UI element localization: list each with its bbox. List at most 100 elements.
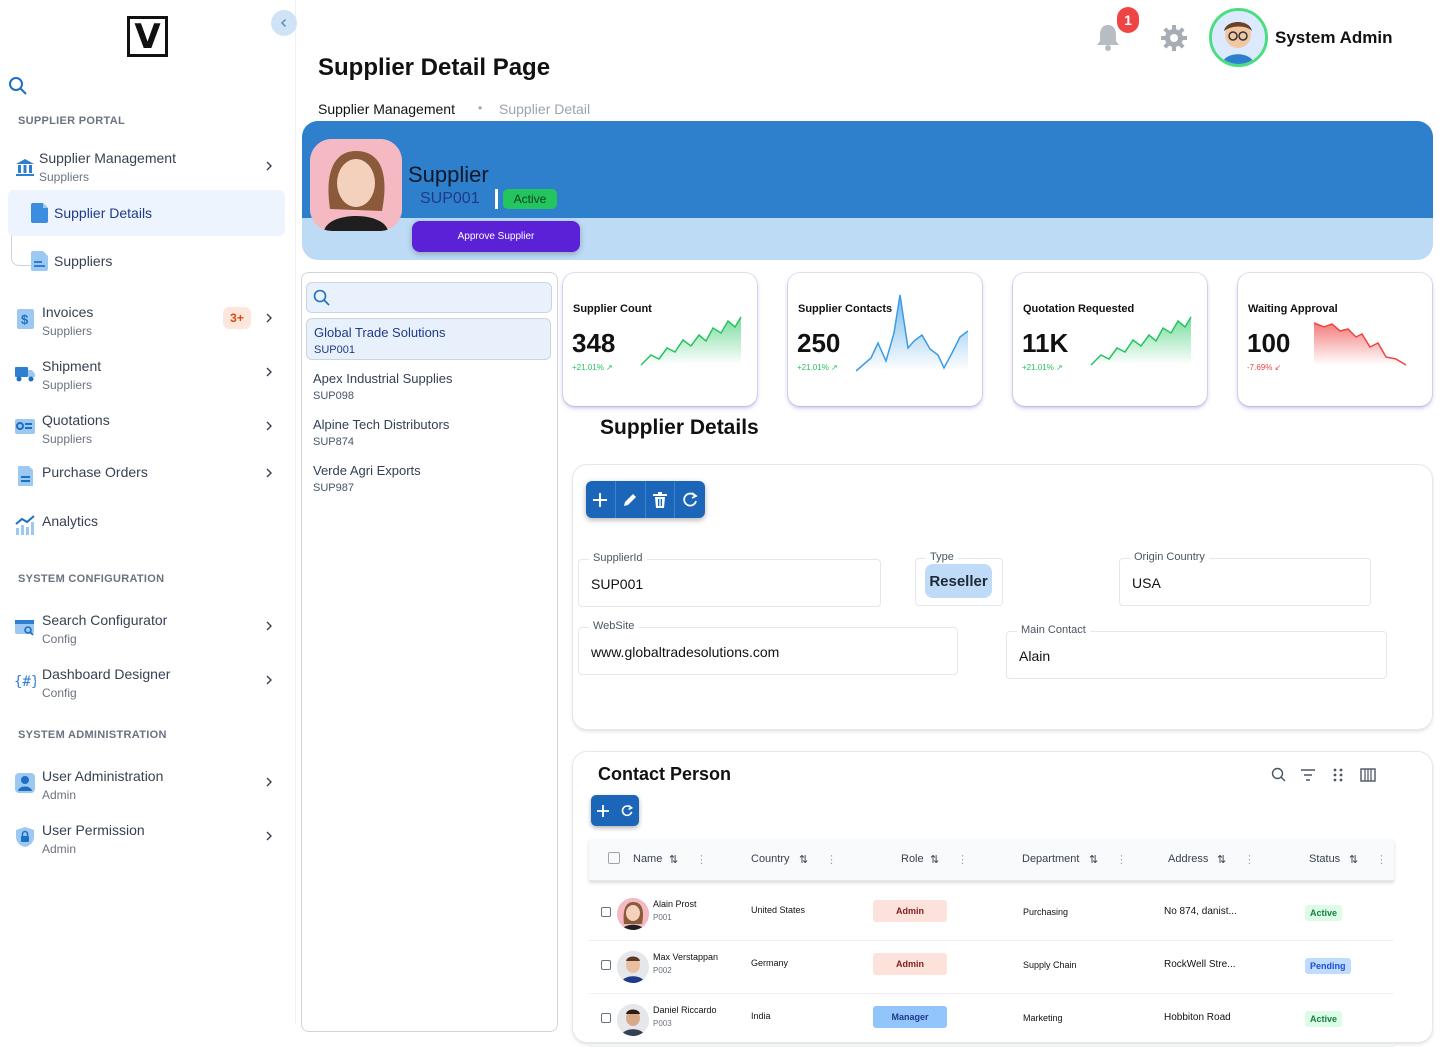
sidebar-item-suppliers[interactable]: Suppliers (8, 238, 285, 284)
column-header-name[interactable]: Name (633, 853, 663, 865)
sidebar-search-button[interactable] (8, 76, 28, 101)
row-checkbox[interactable] (601, 960, 611, 970)
person-avatar-icon (617, 1004, 649, 1036)
sidebar-item-purchase-orders[interactable]: Purchase Orders (12, 455, 284, 499)
supplier-list-item[interactable]: Verde Agri Exports SUP987 (306, 457, 551, 499)
refresh-button[interactable] (675, 481, 705, 518)
document-lines-icon (31, 251, 48, 271)
sort-icon[interactable]: ⇅ (669, 854, 679, 866)
sidebar-item-supplier-details[interactable]: Supplier Details (8, 190, 285, 236)
column-menu-icon[interactable]: ⋮ (826, 854, 837, 866)
search-icon (313, 289, 330, 306)
filter-icon[interactable] (1300, 767, 1316, 783)
sidebar-item-user-administration[interactable]: User Administration Admin (12, 762, 284, 806)
contact-country: United States (751, 905, 806, 915)
field-value: SUP001 (591, 576, 644, 592)
row-checkbox[interactable] (601, 907, 611, 917)
sidebar-item-label: User Administration (42, 768, 164, 784)
sidebar-collapse-button[interactable] (271, 10, 297, 36)
supplier-name: Apex Industrial Supplies (313, 371, 453, 386)
add-contact-button[interactable] (591, 795, 615, 826)
column-header-address[interactable]: Address (1168, 853, 1209, 865)
supplier-id-field[interactable]: SupplierId SUP001 (578, 552, 881, 607)
column-header-country[interactable]: Country (751, 853, 790, 865)
table-row[interactable]: Daniel Riccardo P003 India Manager Marke… (589, 994, 1394, 1047)
sort-icon[interactable]: ⇅ (1349, 854, 1359, 866)
sort-icon[interactable]: ⇅ (930, 854, 940, 866)
app-logo[interactable]: V (127, 16, 168, 57)
supplier-list-item[interactable]: Apex Industrial Supplies SUP098 (306, 365, 551, 407)
field-label: Origin Country (1130, 551, 1209, 563)
supplier-list-item[interactable]: Alpine Tech Distributors SUP874 (306, 411, 551, 453)
type-chip[interactable]: Reseller (925, 564, 992, 598)
sidebar-item-sublabel: Admin (42, 788, 77, 802)
delete-button[interactable] (646, 481, 676, 518)
column-header-status[interactable]: Status (1309, 853, 1341, 865)
main-contact-field[interactable]: Main Contact Alain (1006, 624, 1387, 679)
settings-button[interactable] (1160, 24, 1188, 52)
quotation-icon (15, 419, 35, 434)
website-field[interactable]: WebSite www.globaltradesolutions.com (578, 620, 958, 675)
columns-icon[interactable] (1360, 767, 1376, 783)
avatar (617, 1004, 649, 1036)
drag-dots-icon[interactable] (1331, 767, 1345, 783)
select-all-checkbox[interactable] (608, 852, 620, 864)
approve-supplier-button[interactable]: Approve Supplier (412, 221, 580, 252)
sort-icon[interactable]: ⇅ (1089, 854, 1099, 866)
column-menu-icon[interactable]: ⋮ (1116, 854, 1127, 866)
notifications-button[interactable] (1094, 22, 1122, 52)
pencil-icon (624, 493, 637, 506)
sidebar-item-dashboard-designer[interactable]: {#} Dashboard Designer Config (12, 660, 284, 704)
column-header-role[interactable]: Role (901, 853, 924, 865)
banner-title: Supplier (408, 162, 489, 187)
supplier-name: Verde Agri Exports (313, 463, 421, 478)
column-header-department[interactable]: Department (1022, 853, 1080, 865)
supplier-search-input[interactable] (306, 282, 552, 313)
edit-button[interactable] (616, 481, 646, 518)
sidebar-item-quotations[interactable]: Quotations Suppliers (12, 406, 284, 450)
kpi-card-supplier-count[interactable]: Supplier Count 348 +21.01% ↗ (563, 273, 757, 406)
sidebar-item-supplier-management[interactable]: Supplier Management Suppliers (12, 146, 284, 190)
supplier-portrait-icon (310, 139, 402, 231)
contact-id: P002 (653, 966, 672, 975)
sidebar-item-shipment[interactable]: Shipment Suppliers (12, 352, 284, 396)
column-menu-icon[interactable]: ⋮ (1244, 854, 1255, 866)
add-button[interactable] (586, 481, 616, 518)
kpi-value: 348 (572, 328, 616, 358)
kpi-card-quotation-requested[interactable]: Quotation Requested 11K +21.01% ↗ (1013, 273, 1207, 406)
search-icon[interactable] (1271, 767, 1287, 783)
supplier-banner (302, 121, 1433, 260)
contacts-table-header: Name ⇅ ⋮ Country ⇅ ⋮ Role ⇅ ⋮ Department… (589, 839, 1394, 881)
origin-country-field[interactable]: Origin Country USA (1119, 551, 1371, 606)
sidebar-item-sublabel: Admin (42, 842, 77, 856)
table-row[interactable]: Max Verstappan P002 Germany Admin Supply… (589, 941, 1394, 994)
kpi-card-supplier-contacts[interactable]: Supplier Contacts 250 +21.01% ↗ (788, 273, 982, 406)
table-row[interactable]: Alain Prost P001 United States Admin Pur… (589, 888, 1394, 941)
section-heading-portal: SUPPLIER PORTAL (18, 115, 125, 127)
page-title: Supplier Detail Page (318, 54, 551, 81)
kpi-label: Quotation Requested (1023, 303, 1135, 315)
kpi-card-waiting-approval[interactable]: Waiting Approval 100 -7.69% ↙ (1238, 273, 1432, 406)
breadcrumb-supplier-management[interactable]: Supplier Management (318, 101, 455, 117)
sort-icon[interactable]: ⇅ (1217, 854, 1227, 866)
user-name[interactable]: System Admin (1275, 28, 1393, 47)
row-checkbox[interactable] (601, 1013, 611, 1023)
supplier-list-item[interactable]: Global Trade Solutions SUP001 (306, 318, 551, 360)
refresh-contacts-button[interactable] (615, 795, 639, 826)
sidebar-item-label: Search Configurator (42, 612, 168, 628)
svg-text:$: $ (21, 312, 29, 327)
sidebar-item-sublabel: Config (42, 632, 77, 646)
supplier-code: SUP001 (314, 344, 355, 356)
sidebar-item-search-configurator[interactable]: Search Configurator Config (12, 606, 284, 650)
field-label: Main Contact (1017, 624, 1090, 636)
column-menu-icon[interactable]: ⋮ (957, 854, 968, 866)
user-avatar[interactable] (1209, 8, 1268, 67)
user-icon (15, 773, 35, 793)
field-value: Alain (1019, 648, 1051, 664)
sort-icon[interactable]: ⇅ (799, 854, 809, 866)
sidebar-item-user-permission[interactable]: User Permission Admin (12, 816, 284, 860)
column-menu-icon[interactable]: ⋮ (1376, 854, 1387, 866)
column-menu-icon[interactable]: ⋮ (696, 854, 707, 866)
sidebar-item-invoices[interactable]: $ Invoices Suppliers (12, 298, 284, 342)
sidebar-item-analytics[interactable]: Analytics (12, 504, 284, 548)
